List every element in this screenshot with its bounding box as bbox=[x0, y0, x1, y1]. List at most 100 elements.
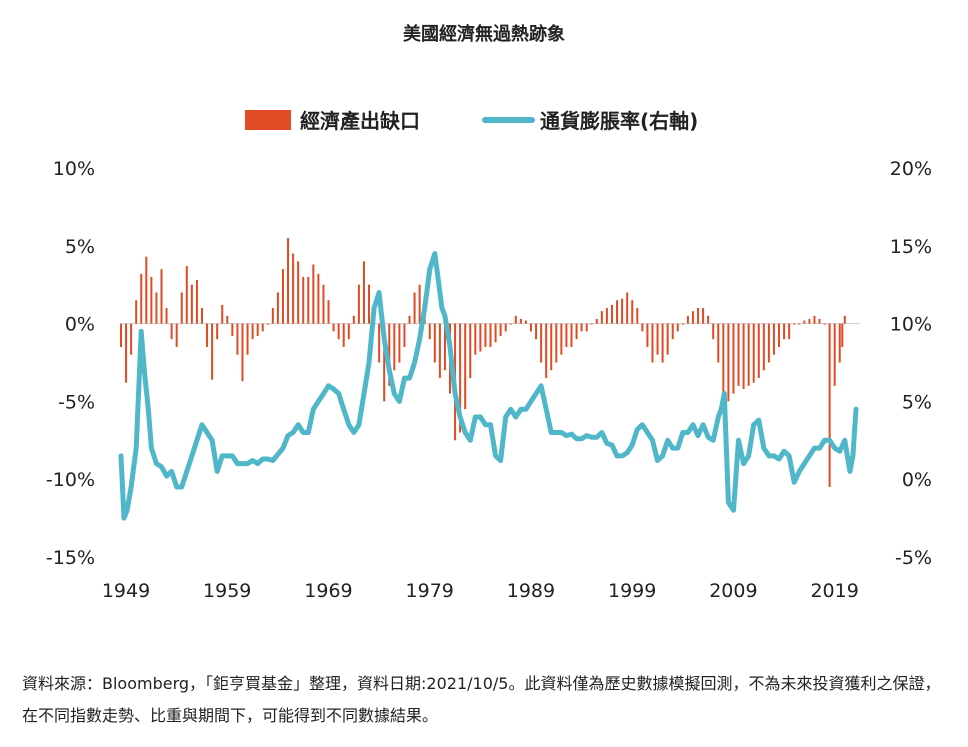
output-gap-bar bbox=[529, 323, 532, 332]
output-gap-bar bbox=[742, 323, 745, 389]
output-gap-bar bbox=[570, 323, 573, 347]
left-tick-label: -10% bbox=[46, 469, 95, 491]
output-gap-bar bbox=[813, 315, 816, 324]
output-gap-bar bbox=[580, 323, 583, 332]
output-gap-bar bbox=[545, 323, 548, 379]
left-tick-label: 0% bbox=[65, 314, 95, 336]
output-gap-bar bbox=[140, 273, 143, 324]
output-gap-bar bbox=[231, 323, 234, 337]
output-gap-bar bbox=[707, 315, 710, 324]
x-tick-label: 1979 bbox=[406, 580, 454, 602]
output-gap-bar bbox=[772, 323, 775, 355]
output-gap-bar bbox=[443, 323, 446, 371]
output-gap-bar bbox=[145, 256, 148, 324]
output-gap-bar bbox=[499, 323, 502, 337]
output-gap-bar bbox=[398, 323, 401, 363]
output-gap-bar bbox=[357, 284, 360, 324]
output-gap-bar bbox=[403, 323, 406, 347]
output-gap-bar bbox=[762, 323, 765, 371]
output-gap-bar bbox=[681, 323, 684, 325]
output-gap-bar bbox=[818, 318, 821, 324]
output-gap-bar bbox=[808, 318, 811, 324]
output-gap-bar bbox=[565, 323, 568, 347]
output-gap-bar bbox=[438, 323, 441, 379]
output-gap-bar bbox=[312, 264, 315, 324]
output-gap-bar bbox=[378, 323, 381, 363]
output-gap-bar bbox=[636, 308, 639, 324]
output-gap-bar bbox=[408, 315, 411, 324]
output-gap-bar bbox=[651, 323, 654, 363]
output-gap-bar bbox=[595, 318, 598, 324]
output-gap-bar bbox=[717, 323, 720, 363]
output-gap-bar bbox=[793, 323, 796, 325]
output-gap-bar bbox=[120, 323, 122, 347]
legend-label-output-gap: 經濟產出缺口 bbox=[300, 109, 420, 133]
output-gap-bar bbox=[747, 323, 750, 386]
output-gap-bar bbox=[666, 323, 669, 355]
output-gap-bar bbox=[393, 323, 396, 371]
output-gap-bar bbox=[838, 323, 841, 363]
output-gap-bar bbox=[661, 323, 664, 363]
output-gap-bar bbox=[307, 276, 310, 324]
output-gap-bar bbox=[610, 304, 613, 324]
output-gap-bar bbox=[519, 318, 522, 324]
output-gap-bar bbox=[206, 323, 209, 347]
x-tick-label: 1999 bbox=[608, 580, 656, 602]
output-gap-bar bbox=[185, 266, 188, 324]
output-gap-bar bbox=[352, 315, 355, 324]
output-gap-bar bbox=[271, 308, 274, 324]
output-gap-bar bbox=[322, 284, 325, 324]
output-gap-bar bbox=[287, 238, 290, 324]
output-gap-bar bbox=[135, 300, 138, 324]
output-gap-bar bbox=[646, 323, 649, 347]
inflation-line bbox=[118, 251, 859, 521]
output-gap-bar bbox=[165, 308, 168, 324]
output-gap-bar bbox=[752, 323, 755, 383]
output-gap-bar bbox=[190, 284, 193, 324]
left-tick-label: 10% bbox=[53, 158, 95, 180]
output-gap-bar bbox=[327, 300, 330, 324]
output-gap-bar bbox=[757, 323, 760, 379]
output-gap-bar bbox=[691, 311, 694, 324]
x-tick-label: 2009 bbox=[709, 580, 757, 602]
output-gap-bar bbox=[347, 323, 350, 340]
output-gap-bar bbox=[150, 276, 153, 324]
output-gap-bar bbox=[302, 276, 305, 324]
output-gap-bar bbox=[555, 323, 558, 363]
right-tick-label: 10% bbox=[890, 314, 932, 336]
output-gap-bar bbox=[489, 323, 492, 347]
output-gap-bar bbox=[170, 323, 173, 340]
output-gap-bar bbox=[479, 323, 482, 352]
output-gap-bar bbox=[241, 323, 244, 382]
output-gap-bar bbox=[484, 323, 487, 347]
output-gap-bar bbox=[362, 261, 365, 324]
output-gap-bar bbox=[621, 298, 624, 324]
output-gap-bar bbox=[292, 253, 295, 324]
output-gap-bar bbox=[783, 323, 786, 340]
output-gap-bar bbox=[276, 292, 279, 324]
x-tick-label: 1989 bbox=[507, 580, 555, 602]
output-gap-bar bbox=[560, 323, 563, 355]
legend-label-inflation: 通貨膨脹率(右軸) bbox=[540, 109, 698, 133]
output-gap-bar bbox=[550, 323, 553, 371]
output-gap-bar bbox=[160, 269, 163, 324]
output-gap-bar bbox=[428, 323, 431, 340]
right-tick-label: 0% bbox=[902, 469, 932, 491]
output-gap-bar bbox=[418, 284, 421, 324]
output-gap-bar bbox=[474, 323, 477, 355]
output-gap-bar bbox=[256, 323, 259, 337]
left-tick-label: 5% bbox=[65, 236, 95, 258]
chart: 美國經濟無過熱跡象 經濟產出缺口 通貨膨脹率(右軸) 10% 5% 0% -5% -10… bbox=[46, 23, 932, 602]
output-gap-bar bbox=[686, 315, 689, 324]
output-gap-bar bbox=[236, 323, 239, 355]
output-gap-bar bbox=[383, 323, 386, 402]
legend-bar-swatch bbox=[245, 110, 291, 130]
output-gap-bar bbox=[600, 311, 603, 324]
output-gap-bar bbox=[342, 323, 345, 347]
output-gap-bar bbox=[504, 323, 507, 332]
output-gap-bar bbox=[585, 323, 588, 332]
output-gap-bar bbox=[823, 323, 826, 325]
x-tick-label: 2019 bbox=[810, 580, 858, 602]
output-gap-bar bbox=[195, 280, 198, 324]
output-gap-bar bbox=[671, 323, 674, 340]
